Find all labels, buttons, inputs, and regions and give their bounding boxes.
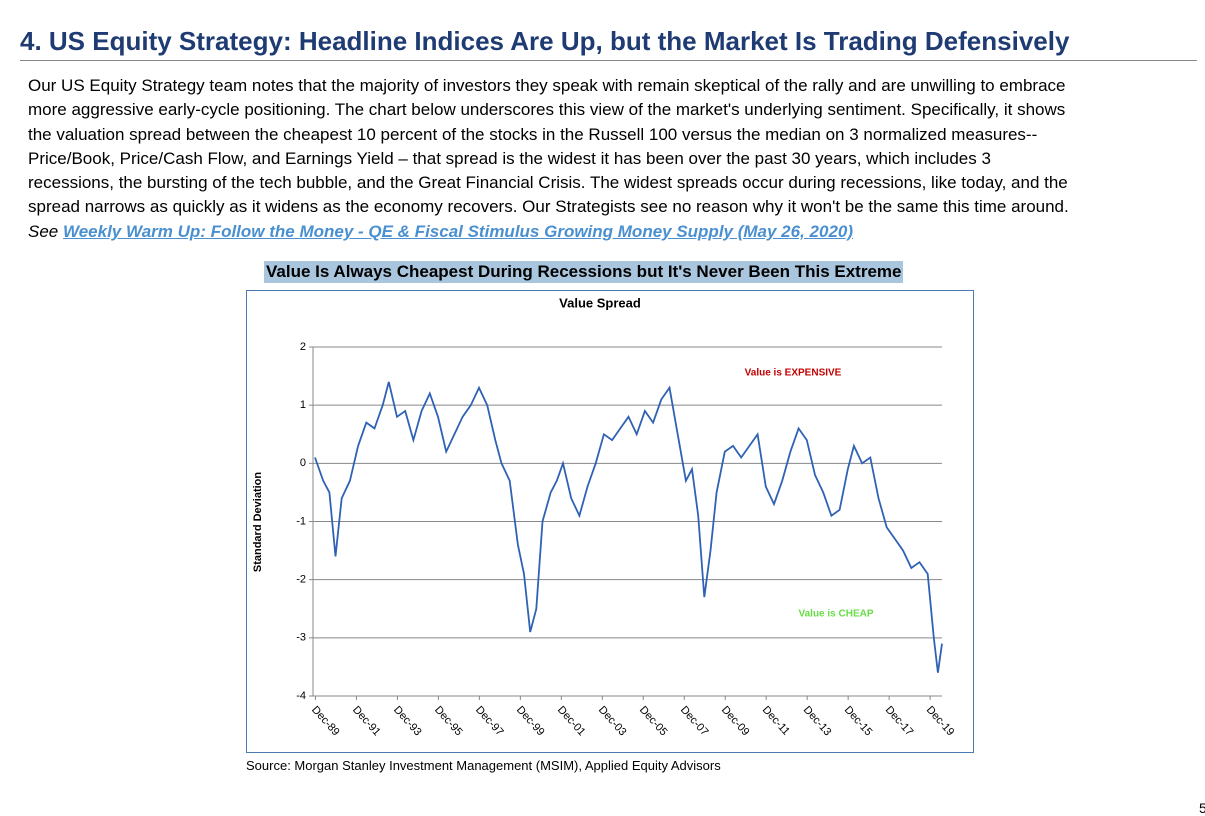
- y-tick-label: -2: [296, 574, 306, 586]
- annotation: Value is EXPENSIVE: [745, 368, 842, 379]
- heading: 4. US Equity Strategy: Headline Indices …: [20, 26, 1070, 56]
- chart: Value Spread Standard Deviation -4 -3 -2 -1…: [246, 290, 974, 753]
- text-line: Price/Book, Price/Cash Flow, and Earning…: [28, 148, 991, 168]
- y-tick-label: 2: [300, 341, 306, 353]
- rule: [20, 60, 1197, 61]
- series-line: [314, 381, 943, 673]
- text-line: recessions, the bursting of the tech bub…: [28, 173, 1068, 193]
- text-line: the valuation spread between the cheapes…: [28, 124, 1038, 144]
- source: Source: Morgan Stanley Investment Manage…: [246, 758, 721, 773]
- paragraph: Our US Equity Strategy team notes that t…: [28, 74, 1069, 244]
- page-number: 5: [1199, 800, 1205, 816]
- y-axis-label: Standard Deviation: [252, 472, 264, 573]
- figure-caption: Value Is Always Cheapest During Recessio…: [264, 261, 904, 283]
- y-tick-label: -1: [296, 515, 306, 527]
- chart-title: Value Spread: [559, 295, 641, 310]
- annotation: Value is CHEAP: [798, 609, 873, 620]
- y-tick-label: -3: [296, 632, 306, 644]
- y-tick-label: 0: [300, 457, 306, 469]
- link[interactable]: Weekly Warm Up: Follow the Money - QE & …: [62, 221, 854, 241]
- text-line: Our US Equity Strategy team notes that t…: [28, 76, 1066, 95]
- text-line: more aggressive early-cycle positioning.…: [28, 100, 1066, 120]
- text-line: spread narrows as quickly as it widens a…: [28, 197, 1069, 217]
- see: See: [28, 221, 59, 241]
- y-tick-label: -4: [296, 690, 306, 702]
- text-line: See Weekly Warm Up: Follow the Money - Q…: [28, 220, 1069, 244]
- y-tick-label: 1: [300, 399, 306, 411]
